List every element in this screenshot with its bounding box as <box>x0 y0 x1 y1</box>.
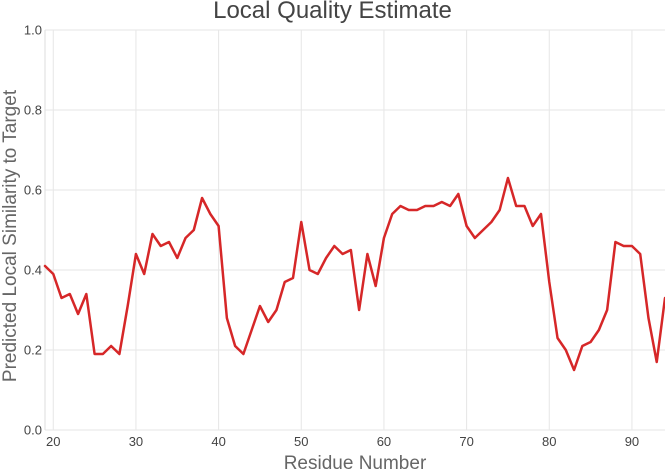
y-tick-label: 0.0 <box>24 423 42 438</box>
y-tick-label: 0.2 <box>24 343 42 358</box>
y-tick-label: 0.4 <box>24 263 42 278</box>
x-tick-label: 20 <box>46 434 60 449</box>
y-axis-label: Predicted Local Similarity to Target <box>0 89 21 382</box>
x-axis-ticks: 20 30 40 50 60 70 80 90 <box>46 434 639 449</box>
y-tick-label: 0.6 <box>24 183 42 198</box>
x-tick-label: 50 <box>294 434 308 449</box>
x-tick-label: 70 <box>459 434 473 449</box>
x-tick-label: 30 <box>129 434 143 449</box>
chart-title: Local Quality Estimate <box>213 0 452 24</box>
y-axis-ticks: 0.0 0.2 0.4 0.6 0.8 1.0 <box>24 23 42 438</box>
x-axis-label: Residue Number <box>284 453 427 470</box>
x-tick-label: 60 <box>377 434 391 449</box>
y-tick-label: 1.0 <box>24 23 42 38</box>
grid <box>44 29 665 431</box>
x-tick-label: 90 <box>625 434 639 449</box>
x-tick-label: 40 <box>211 434 225 449</box>
y-tick-label: 0.8 <box>24 103 42 118</box>
x-tick-label: 80 <box>542 434 556 449</box>
series-line <box>43 176 665 372</box>
